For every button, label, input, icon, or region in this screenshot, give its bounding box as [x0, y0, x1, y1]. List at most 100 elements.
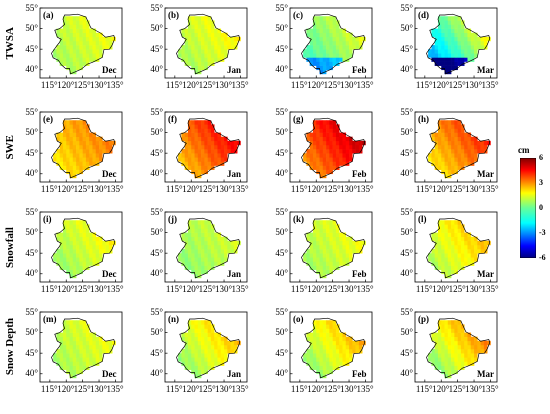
grid-cell	[437, 249, 442, 254]
map-panel: 55° 50° 45° 40° 115° 120° 125° 130° 135° (m) Dec	[18, 307, 138, 401]
grid-cell	[460, 36, 465, 42]
grid-cell	[62, 236, 67, 242]
grid-cell	[319, 49, 324, 54]
grid-cell	[431, 232, 435, 238]
grid-cell	[345, 140, 350, 146]
grid-cell	[66, 249, 70, 254]
grid-cell	[184, 236, 189, 242]
grid-cell	[322, 357, 327, 362]
grid-cell	[428, 253, 432, 258]
grid-cell	[204, 228, 208, 233]
grid-cell	[207, 320, 212, 325]
grid-cell	[437, 161, 442, 166]
grid-cell	[201, 40, 205, 46]
grid-cell	[309, 236, 314, 242]
grid-cell	[194, 149, 199, 154]
grid-cell	[210, 249, 215, 254]
grid-cell	[451, 120, 455, 125]
grid-cell	[467, 240, 472, 246]
grid-cell	[470, 49, 475, 54]
grid-cell	[480, 144, 485, 150]
panel-month: Mar	[477, 65, 494, 75]
map-panel: 55° 50° 45° 40° 115° 120° 125° 130° 135° (k) Feb	[268, 207, 388, 301]
grid-cell	[454, 261, 458, 266]
grid-cell	[62, 249, 67, 254]
grid-cell	[467, 144, 472, 150]
grid-cell	[191, 361, 195, 366]
lon-tick-label: 120°	[432, 80, 450, 90]
grid-cell	[437, 20, 442, 25]
grid-cell	[329, 320, 333, 325]
grid-cell	[339, 232, 343, 238]
lat-tick-label: 55°	[150, 206, 163, 217]
grid-cell	[66, 144, 70, 150]
grid-cell	[464, 244, 468, 250]
grid-cell	[76, 332, 80, 338]
grid-cell	[434, 265, 439, 270]
grid-cell	[214, 257, 218, 262]
grid-cell	[201, 144, 205, 150]
grid-cell	[349, 36, 353, 42]
grid-cell	[69, 336, 74, 342]
grid-cell	[451, 324, 455, 329]
grid-cell	[437, 149, 442, 154]
grid-cell	[451, 232, 455, 238]
grid-cell	[76, 144, 80, 150]
grid-cell	[187, 61, 192, 66]
grid-cell	[329, 157, 333, 162]
grid-cell	[194, 353, 199, 358]
grid-cell	[76, 24, 80, 29]
grid-cell	[220, 344, 225, 350]
grid-cell	[329, 40, 333, 46]
grid-cell	[224, 45, 228, 50]
grid-cell	[92, 132, 97, 138]
grid-cell	[431, 253, 435, 258]
grid-cell	[187, 261, 192, 266]
grid-cell	[59, 57, 64, 62]
grid-cell	[197, 240, 202, 246]
grid-cell	[79, 344, 83, 350]
grid-cell	[451, 57, 455, 62]
grid-cell	[191, 140, 195, 146]
lon-tick-label: 135°	[356, 284, 374, 294]
grid-cell	[89, 161, 93, 166]
grid-cell	[349, 136, 353, 142]
grid-cell	[69, 244, 74, 250]
lon-tick-label: 135°	[106, 184, 124, 194]
grid-cell	[444, 220, 449, 225]
grid-cell	[447, 53, 452, 58]
grid-cell	[92, 240, 97, 246]
grid-cell	[335, 261, 340, 266]
grid-cell	[204, 153, 208, 158]
grid-cell	[89, 49, 93, 54]
grid-cell	[207, 240, 212, 246]
grid-cell	[329, 249, 333, 254]
grid-cell	[441, 220, 445, 225]
grid-cell	[79, 265, 83, 270]
grid-cell	[451, 128, 455, 133]
grid-cell	[194, 320, 199, 325]
grid-cell	[319, 40, 324, 46]
grid-cell	[332, 249, 337, 254]
grid-cell	[441, 28, 445, 34]
grid-cell	[197, 257, 202, 262]
grid-cell	[76, 124, 80, 129]
grid-cell	[322, 265, 327, 270]
grid-cell	[358, 144, 363, 150]
grid-cell	[204, 332, 208, 338]
grid-cell	[437, 353, 442, 358]
grid-cell	[69, 344, 74, 350]
grid-cell	[322, 165, 327, 170]
grid-cell	[329, 253, 333, 258]
grid-cell	[72, 157, 77, 162]
grid-cell	[470, 153, 475, 158]
grid-cell	[460, 57, 465, 62]
grid-cell	[319, 157, 324, 162]
grid-cell	[207, 236, 212, 242]
grid-cell	[237, 140, 241, 146]
grid-cell	[201, 344, 205, 350]
grid-cell	[214, 232, 218, 238]
grid-cell	[345, 240, 350, 246]
grid-cell	[339, 49, 343, 54]
grid-cell	[59, 161, 64, 166]
